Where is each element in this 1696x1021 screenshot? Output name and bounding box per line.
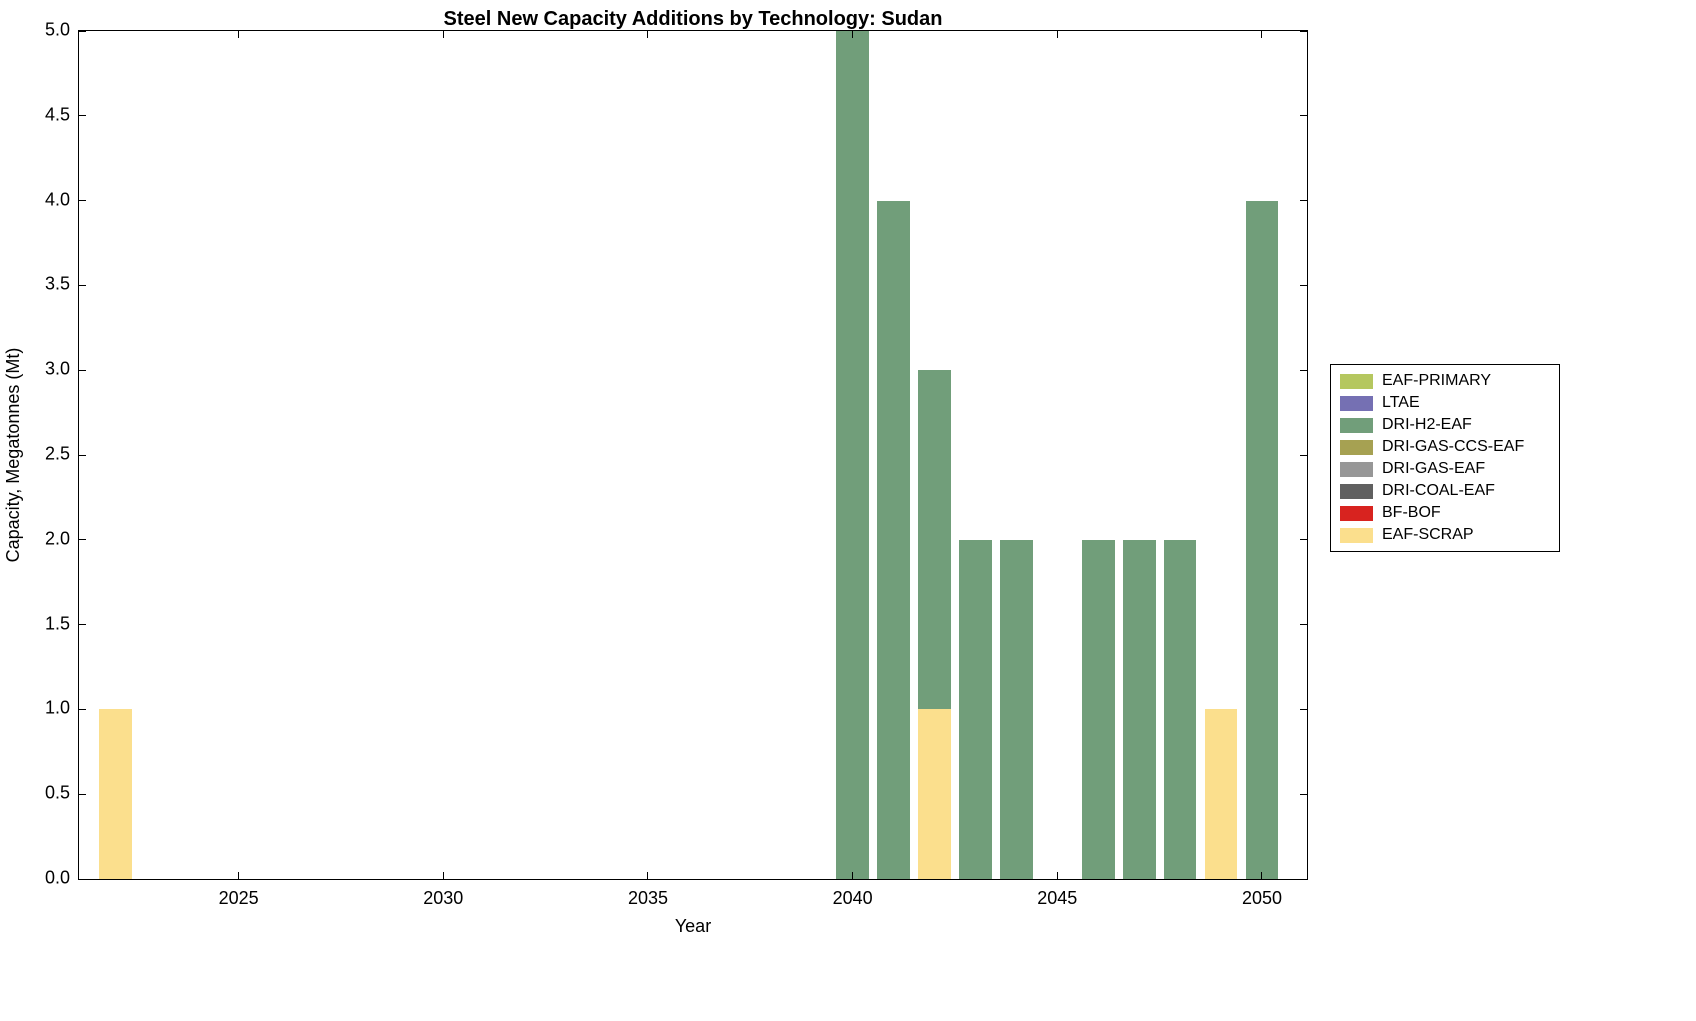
legend-item: DRI-GAS-EAF [1331,458,1559,480]
x-axis-tick [442,872,444,879]
y-axis-tick [1300,793,1307,795]
y-axis-tick [79,30,86,32]
y-tick-label: 0.0 [44,867,70,888]
y-tick-label: 2.5 [44,443,70,464]
y-tick-label: 5.0 [44,19,70,40]
bar-segment-dri-h2-eaf-2046 [1081,539,1115,879]
y-axis-tick [1300,539,1307,541]
chart-title: Steel New Capacity Additions by Technolo… [443,8,943,30]
legend-item: DRI-COAL-EAF [1331,480,1559,502]
legend-swatch-dri-coal-eaf [1340,483,1373,499]
bar-segment-dri-h2-eaf-2047 [1122,539,1156,879]
x-axis-tick [647,31,649,38]
x-axis-tick [238,872,240,879]
y-axis-tick [1300,624,1307,626]
bar-segment-dri-h2-eaf-2044 [1000,539,1033,879]
x-axis-tick [647,872,649,879]
x-axis-tick [1261,872,1263,879]
y-axis-tick [1300,284,1307,286]
legend-label: DRI-COAL-EAF [1382,482,1495,499]
y-axis-tick [1300,200,1307,202]
y-axis-tick [1300,369,1307,371]
x-axis-label: Year [674,916,712,936]
y-axis-tick [1300,115,1307,117]
y-tick-label: 3.5 [44,273,70,294]
legend-swatch-ltae [1340,395,1373,411]
legend-swatch-bf-bof [1340,505,1373,521]
bar-segment-dri-h2-eaf-2048 [1163,539,1197,879]
legend-item: EAF-SCRAP [1331,524,1559,546]
legend-swatch-dri-gas-ccs-eaf [1340,439,1373,455]
legend: EAF-PRIMARY LTAE DRI-H2-EAF DRI-GAS-CCS-EAF… [1330,364,1560,552]
y-axis-tick [79,200,86,202]
legend-item: BF-BOF [1331,502,1559,524]
bar-segment-dri-h2-eaf-2043 [959,539,992,879]
y-tick-label: 1.0 [44,697,70,718]
y-tick-label: 2.0 [44,528,70,549]
x-axis-tick [1056,872,1058,879]
bar-segment-dri-h2-eaf-2041 [877,200,910,879]
y-axis-tick [79,878,86,880]
y-axis-tick [79,369,86,371]
x-tick-label: 2025 [218,888,259,908]
y-axis-tick [1300,878,1307,880]
legend-label: EAF-SCRAP [1382,526,1474,543]
legend-label: DRI-GAS-EAF [1382,460,1486,477]
x-tick-label: 2035 [627,888,668,908]
x-tick-label: 2040 [832,888,873,908]
y-tick-label: 1.5 [44,613,70,634]
legend-label: DRI-GAS-CCS-EAF [1382,438,1525,455]
y-axis-tick [1300,708,1307,710]
y-tick-label: 3.0 [44,358,70,379]
x-axis-tick [852,872,854,879]
y-axis-tick [79,454,86,456]
legend-label: LTAE [1382,394,1420,411]
x-axis-tick [1056,31,1058,38]
y-axis-tick [79,284,86,286]
x-axis-tick [1261,31,1263,38]
legend-item: DRI-GAS-CCS-EAF [1331,436,1559,458]
y-tick-label: 0.5 [44,782,70,803]
y-axis-tick [79,539,86,541]
legend-label: BF-BOF [1382,504,1441,521]
legend-swatch-dri-gas-eaf [1340,461,1373,477]
legend-label: DRI-H2-EAF [1382,416,1472,433]
bar-segment-eaf-scrap-2042 [918,709,951,879]
x-axis-tick [238,31,240,38]
legend-swatch-eaf-scrap [1340,527,1373,543]
legend-item: EAF-PRIMARY [1331,370,1559,392]
bar-segment-dri-h2-eaf-2040 [836,31,869,879]
legend-label: EAF-PRIMARY [1382,372,1492,389]
y-axis-tick [1300,454,1307,456]
legend-item: LTAE [1331,392,1559,414]
y-axis-tick [1300,30,1307,32]
y-axis-tick [79,793,86,795]
legend-swatch-dri-h2-eaf [1340,417,1373,433]
plot-area [78,30,1308,880]
x-tick-label: 2050 [1241,888,1282,908]
x-axis-tick [852,31,854,38]
legend-swatch-eaf-primary [1340,373,1373,389]
bar-segment-eaf-scrap-2049 [1204,709,1238,879]
x-tick-label: 2030 [423,888,464,908]
y-axis-tick [79,708,86,710]
legend-item: DRI-H2-EAF [1331,414,1559,436]
bar-segment-dri-h2-eaf-2050 [1245,200,1279,879]
y-tick-label: 4.5 [44,104,70,125]
x-axis-tick [442,31,444,38]
bar-segment-dri-h2-eaf-2042 [918,370,951,710]
x-tick-label: 2045 [1037,888,1078,908]
y-tick-label: 4.0 [44,189,70,210]
y-axis-tick [79,115,86,117]
y-axis-tick [79,624,86,626]
bar-segment-eaf-scrap-2022 [99,709,133,879]
